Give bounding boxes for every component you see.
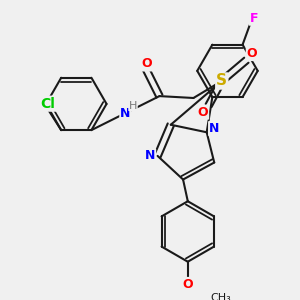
Text: H: H (129, 100, 137, 110)
Text: O: O (141, 58, 152, 70)
Text: N: N (145, 149, 155, 162)
Text: S: S (216, 74, 227, 88)
Text: N: N (120, 106, 130, 120)
Text: Cl: Cl (40, 97, 56, 111)
Text: O: O (198, 106, 208, 119)
Text: F: F (250, 12, 258, 25)
Text: N: N (209, 122, 219, 135)
Text: O: O (247, 47, 257, 60)
Text: O: O (182, 278, 193, 291)
Text: CH₃: CH₃ (211, 292, 231, 300)
